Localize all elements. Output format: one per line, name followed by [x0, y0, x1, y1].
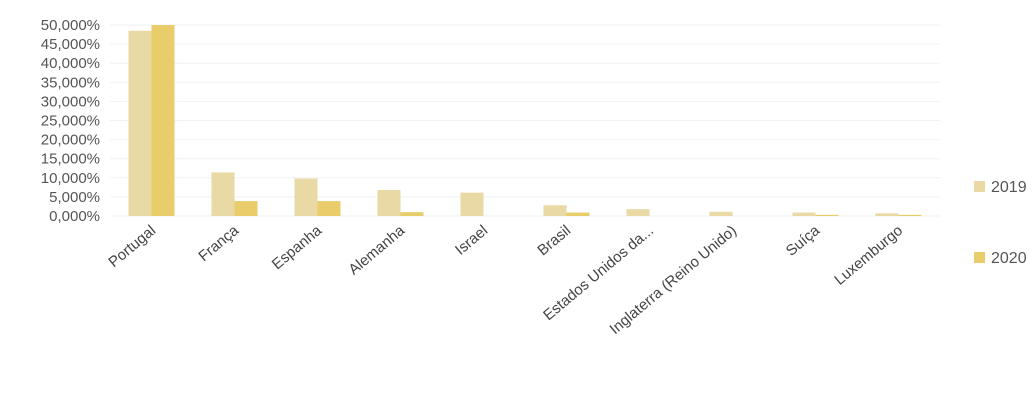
- legend-swatch-2020: [974, 252, 985, 263]
- y-tick-label: 15,000%: [41, 151, 100, 168]
- bar-2020: [898, 214, 922, 216]
- y-tick-label: 20,000%: [41, 132, 100, 149]
- x-axis-category-labels: Portugal França Espanha Alemanha Israel Brasi…: [105, 222, 906, 338]
- bars: [128, 25, 922, 217]
- y-tick-label: 45,000%: [41, 36, 100, 53]
- bar-2019: [377, 190, 401, 216]
- bar-2019: [294, 178, 318, 216]
- y-tick-label: 10,000%: [41, 170, 100, 187]
- bar-2019: [875, 213, 899, 216]
- x-category-label: Brasil: [534, 222, 574, 259]
- y-tick-label: 35,000%: [41, 74, 100, 91]
- y-tick-label: 5,000%: [49, 189, 100, 206]
- bar-2019: [626, 209, 650, 216]
- legend-label: 2020: [991, 250, 1027, 267]
- y-tick-label: 30,000%: [41, 93, 100, 110]
- bar-2019: [792, 212, 816, 216]
- bar-2019: [543, 205, 567, 216]
- bar-2020: [815, 214, 839, 216]
- bar-2019: [128, 30, 152, 217]
- x-category-label: Israel: [452, 222, 491, 259]
- bar-2020: [151, 25, 175, 216]
- y-tick-label: 50,000%: [41, 17, 100, 34]
- bar-2020: [317, 201, 341, 216]
- bar-2020: [400, 212, 424, 216]
- legend-swatch-2019: [974, 181, 985, 192]
- y-tick-label: 25,000%: [41, 113, 100, 130]
- y-tick-label: 0,000%: [49, 208, 100, 225]
- x-category-label: Espanha: [269, 222, 326, 274]
- x-category-label: Portugal: [105, 222, 159, 271]
- gridlines: [110, 24, 940, 217]
- bar-2020: [234, 201, 258, 216]
- x-category-label: Alemanha: [345, 222, 408, 279]
- legend: 2019 2020: [974, 179, 1027, 267]
- legend-label: 2019: [991, 179, 1027, 196]
- bar-2019: [709, 211, 733, 216]
- x-category-label: Suíça: [783, 222, 824, 260]
- x-category-label: Luxemburgo: [831, 222, 906, 289]
- y-tick-label: 40,000%: [41, 55, 100, 72]
- bar-2020: [566, 212, 590, 216]
- x-category-label: França: [195, 222, 242, 265]
- y-axis-tick-labels: 0,000% 5,000% 10,000% 15,000% 20,000% 25,000%…: [41, 17, 100, 225]
- bar-2019: [460, 192, 484, 216]
- bar-2019: [211, 172, 235, 216]
